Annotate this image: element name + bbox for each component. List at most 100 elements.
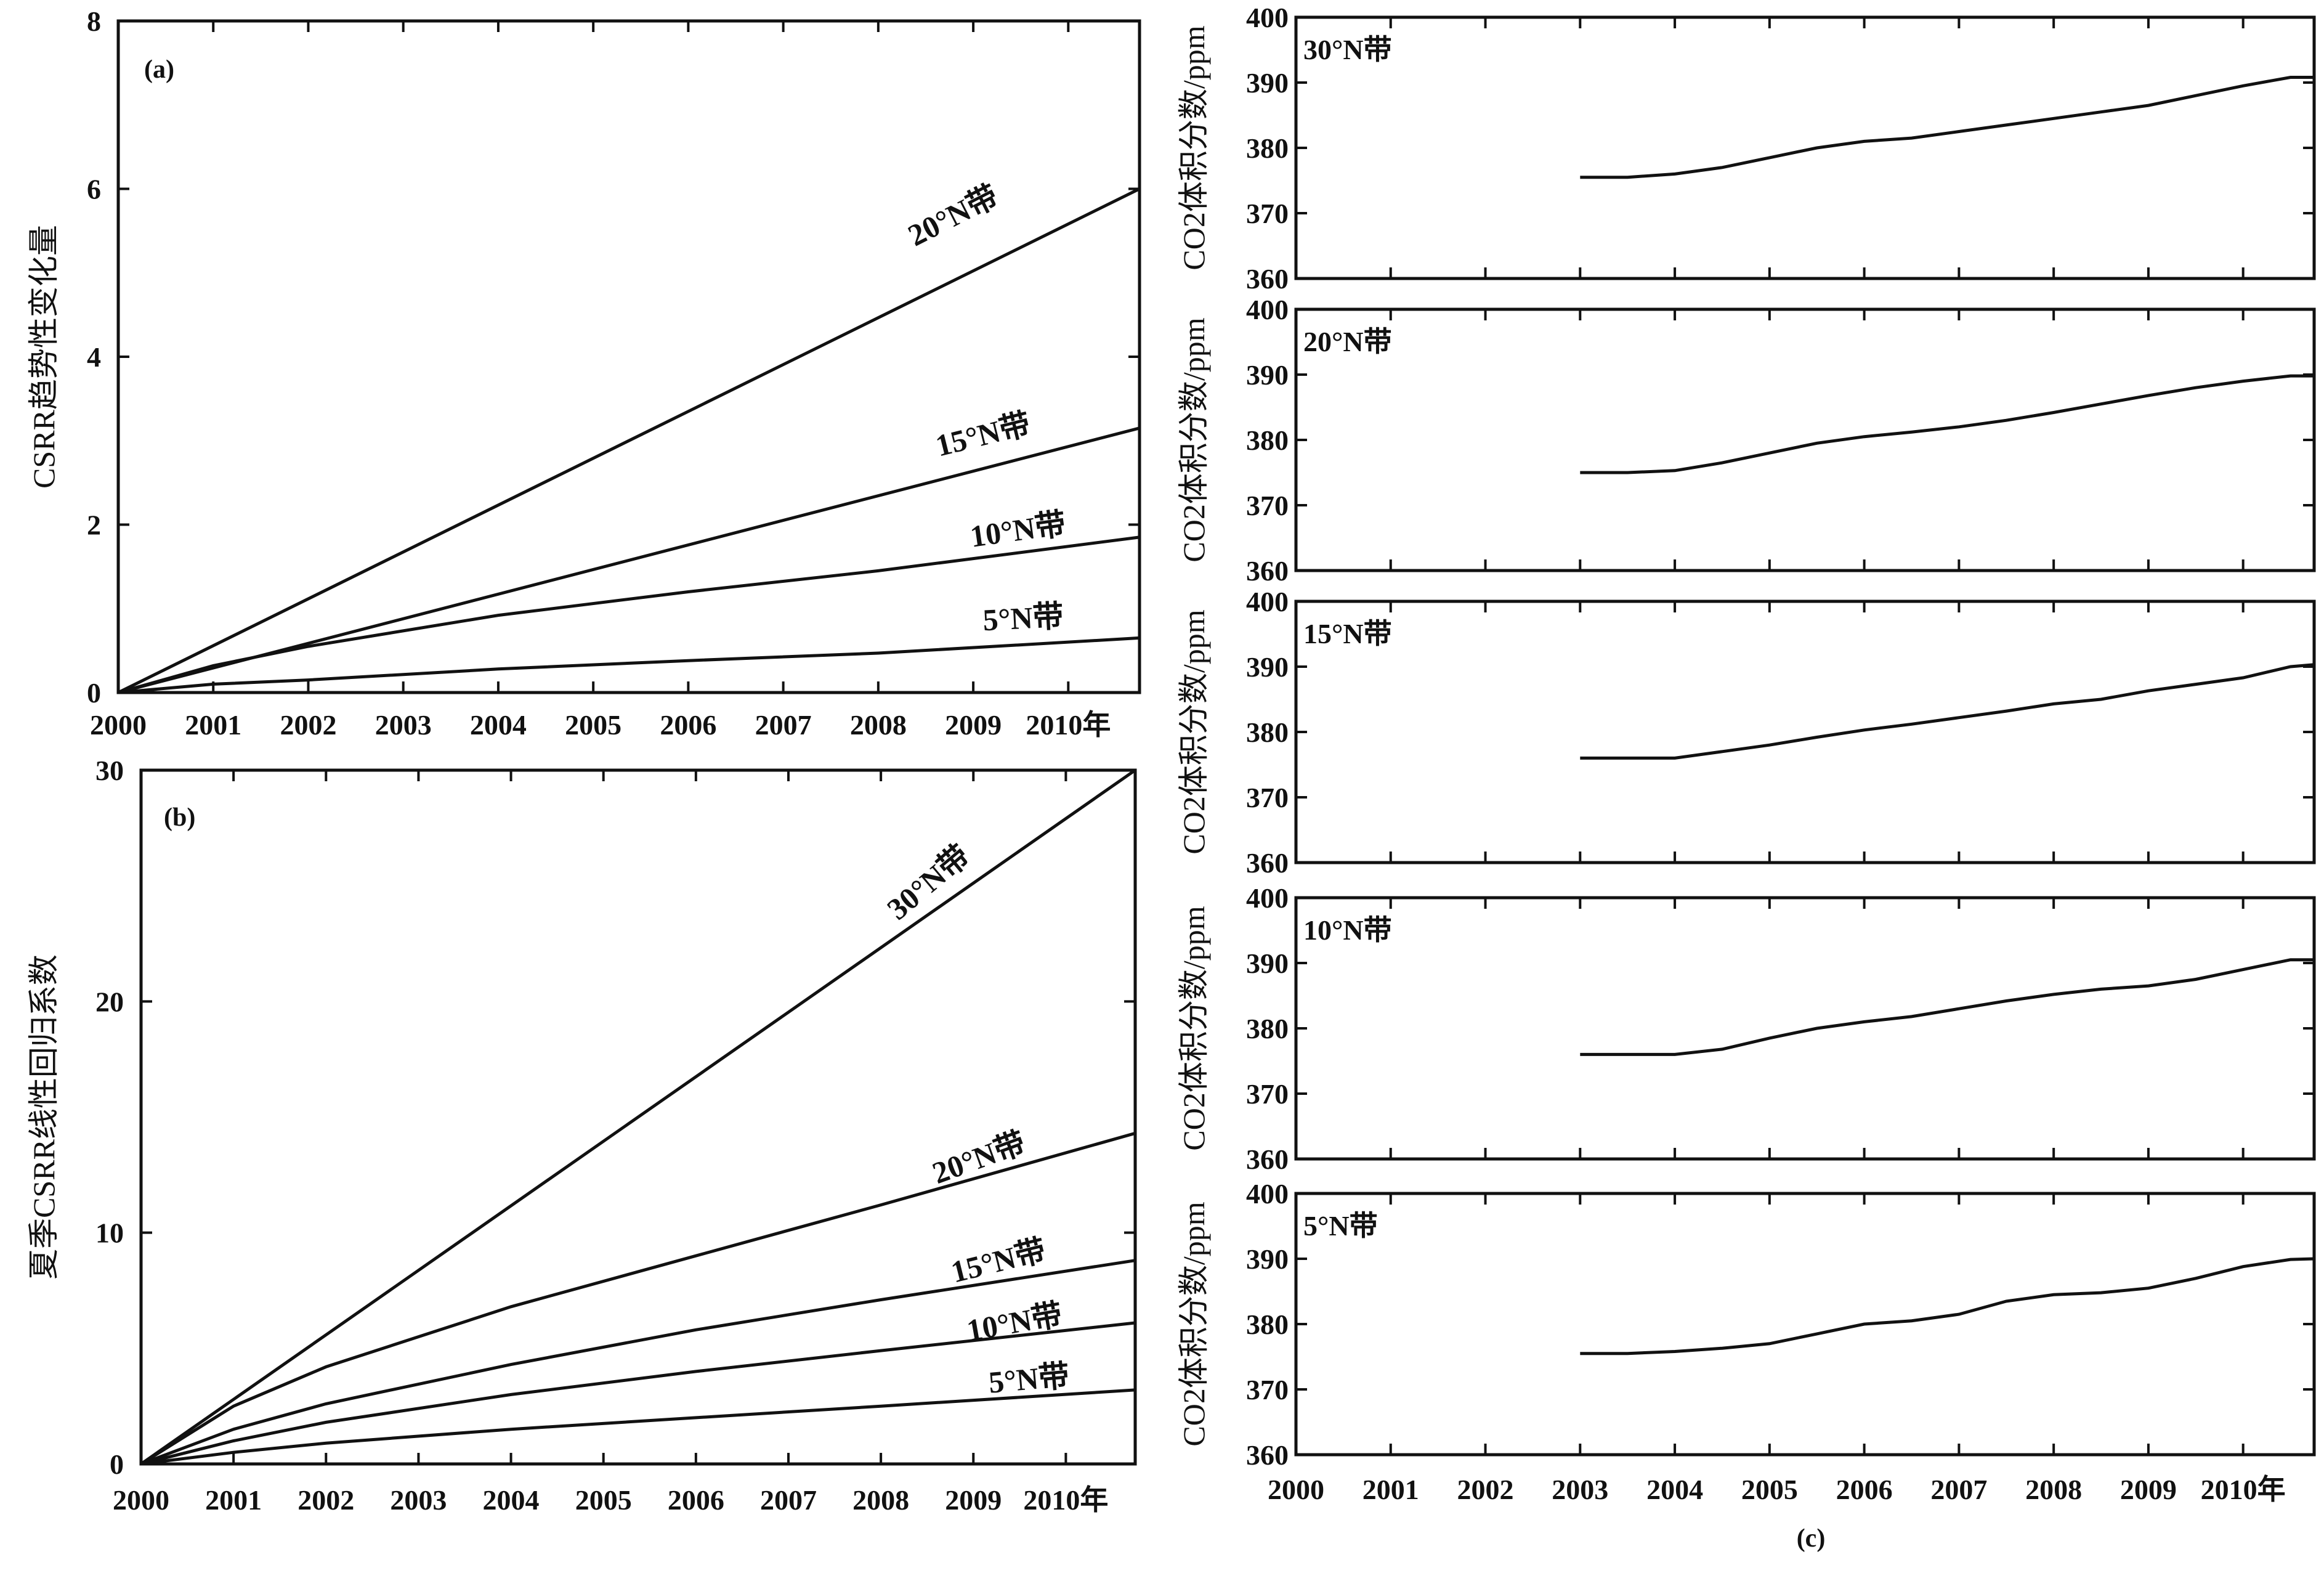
panel-b-line-4 [140, 1321, 1136, 1466]
panel-b-ylabel: 夏季CSRR线性回归系数 [26, 954, 61, 1280]
panel-a-line-2 [118, 426, 1140, 694]
panel-a-xtick-label: 2005 [565, 709, 621, 741]
panel-c-subplot-4: 360 370 380 390 400 10°N带 CO2体积分数/ppm [1176, 882, 2316, 1175]
panel-b-xtick-label: 2008 [852, 1484, 909, 1516]
panel-c-ylabel: CO2体积分数/ppm [1176, 1201, 1211, 1446]
panel-a-ytick-label: 2 [87, 510, 101, 541]
panel-b-xtick-label: 2005 [575, 1484, 632, 1516]
panel-a-xtick-label: 2001 [185, 709, 241, 741]
panel-b-frame [139, 768, 1137, 1466]
panel-c-xtick-label: 2004 [1646, 1474, 1703, 1505]
panel-c-ylabel: CO2体积分数/ppm [1176, 609, 1211, 854]
panel-a-id: (a) [144, 55, 174, 84]
panel-b-xtick-label: 2001 [205, 1484, 262, 1516]
panel-c-ylabel: CO2体积分数/ppm [1176, 317, 1211, 562]
panel-c-sub3-ytick-label: 390 [1246, 651, 1289, 683]
panel-c-subplots: 360 370 380 390 400 30°N带 CO2体积分数/ppm 360 370 380… [1176, 2, 2316, 1505]
panel-c-sub1-ytick-label: 360 [1246, 263, 1289, 295]
panel-c-sub4-ytick-label: 400 [1246, 882, 1289, 914]
panel-a-ticks: 0 2 4 6 8 2000 2001 2002 2003 2004 2005 2006 2007 200… [87, 6, 1140, 741]
panel-c-sub5-ytick-label: 360 [1246, 1439, 1289, 1471]
panel-c-subplot-label: 10°N带 [1303, 914, 1392, 946]
panel-b-line-5 [140, 1388, 1136, 1466]
panel-a-line-4 [118, 636, 1140, 694]
panel-c-sub5-ytick-label: 400 [1246, 1178, 1289, 1209]
panel-c-subplot-label: 30°N带 [1303, 34, 1392, 65]
panel-c-ylabel: CO2体积分数/ppm [1176, 906, 1211, 1150]
panel-b-xtick-label: 2010年 [1023, 1484, 1108, 1516]
panel-c-sub4-ytick-label: 370 [1246, 1078, 1289, 1110]
panel-b-xtick-label: 2000 [113, 1484, 169, 1516]
panel-a-xtick-label: 2010年 [1026, 709, 1111, 741]
panel-c-subplot-line [1580, 663, 2315, 760]
panel-b: (b) 夏季CSRR线性回归系数 0 10 20 30 2000 2001 2002 2003… [26, 755, 1137, 1516]
panel-c-ylabel: CO2体积分数/ppm [1176, 25, 1211, 270]
panel-c-xtick-label: 2006 [1836, 1474, 1893, 1505]
panel-c-sub4-ytick-label: 360 [1246, 1144, 1289, 1175]
panel-a-xtick-label: 2007 [755, 709, 812, 741]
panel-c-sub1-ytick-label: 400 [1246, 2, 1289, 33]
panel-c-id: (c) [1797, 1524, 1826, 1553]
panel-c-sub2-ytick-label: 370 [1246, 490, 1289, 521]
panel-c-sub2-ytick-label: 360 [1246, 555, 1289, 587]
panel-a-xtick-label: 2006 [660, 709, 716, 741]
panel-c-subplot-line [1580, 76, 2314, 179]
panel-c-subplot-line [1580, 374, 2314, 474]
panel-c-xtick-label: 2002 [1457, 1474, 1514, 1505]
panel-a-xtick-label: 2004 [470, 709, 527, 741]
panel-c-xtick-label: 2007 [1930, 1474, 1987, 1505]
panel-c-subplot-label: 5°N带 [1303, 1210, 1378, 1242]
panel-c-xtick-label: 2010年 [2201, 1474, 2286, 1505]
panel-c: 360 370 380 390 400 30°N带 CO2体积分数/ppm 360 370 380… [1176, 2, 2316, 1553]
panel-c-sub3-ytick-label: 370 [1246, 782, 1289, 813]
panel-b-ytick-label: 10 [95, 1217, 124, 1249]
panel-c-sub2-ytick-label: 390 [1246, 359, 1289, 391]
panel-c-subplot-2: 360 370 380 390 400 20°N带 CO2体积分数/ppm [1176, 294, 2316, 587]
panel-b-xtick-label: 2006 [668, 1484, 724, 1516]
panel-a-ytick-label: 0 [87, 677, 101, 709]
panel-a-xtick-label: 2003 [375, 709, 432, 741]
panel-c-subplot-1: 360 370 380 390 400 30°N带 CO2体积分数/ppm [1176, 2, 2316, 295]
panel-c-xtick-label: 2009 [2120, 1474, 2177, 1505]
panel-b-xtick-label: 2004 [483, 1484, 540, 1516]
panel-a-ytick-label: 8 [87, 6, 101, 37]
panel-a-ytick-label: 6 [87, 174, 101, 205]
panel-a-ylabel: CSRR趋势性变化量 [26, 225, 61, 489]
panel-c-sub5-ytick-label: 370 [1246, 1374, 1289, 1405]
panel-b-xtick-label: 2003 [390, 1484, 447, 1516]
panel-b-line-2 [140, 1131, 1136, 1466]
panel-b-ytick-label: 30 [95, 755, 124, 786]
panel-c-sub5-ytick-label: 390 [1246, 1243, 1289, 1275]
panel-c-subplot-5: 360 370 380 390 400 5°N带 CO2体积分数/ppm [1176, 1178, 2316, 1471]
panel-c-subplot-label: 15°N带 [1303, 618, 1392, 649]
panel-b-series-label: 5°N带 [987, 1358, 1071, 1399]
panel-c-sub2-ytick-label: 380 [1246, 425, 1289, 456]
panel-c-sub3-ytick-label: 380 [1246, 717, 1289, 748]
panel-b-ytick-label: 0 [110, 1449, 124, 1480]
panel-b-xtick-label: 2002 [298, 1484, 354, 1516]
panel-c-subplot-label: 20°N带 [1303, 326, 1392, 357]
panel-c-sub4-ytick-label: 390 [1246, 948, 1289, 979]
panel-b-ticks: 0 10 20 30 2000 2001 2002 2003 2004 2005 2006 2007 2… [95, 755, 1135, 1516]
panel-c-subplot-line [1580, 1257, 2315, 1356]
panel-c-sub3-ytick-label: 360 [1246, 847, 1289, 879]
panel-a-series-label: 5°N带 [982, 599, 1064, 638]
panel-c-xtick-label: 2001 [1362, 1474, 1419, 1505]
panel-c-sub3-ytick-label: 400 [1246, 586, 1289, 617]
panel-b-xtick-label: 2009 [945, 1484, 1002, 1516]
panel-c-sub1-ytick-label: 390 [1246, 67, 1289, 99]
panel-b-xtick-label: 2007 [760, 1484, 817, 1516]
panel-c-xtick-label: 2005 [1741, 1474, 1798, 1505]
panel-c-subplot-line [1580, 958, 2314, 1056]
panel-c-sub2-ytick-label: 400 [1246, 294, 1289, 325]
panel-c-sub1-ytick-label: 380 [1246, 132, 1289, 164]
panel-c-sub4-ytick-label: 380 [1246, 1013, 1289, 1044]
panel-c-sub1-ytick-label: 370 [1246, 198, 1289, 229]
panel-a-xtick-label: 2008 [850, 709, 907, 741]
panel-a-xtick-label: 2002 [280, 709, 336, 741]
panel-a-xtick-label: 2009 [945, 709, 1002, 741]
panel-a-line-1 [117, 187, 1141, 694]
panel-c-xtick-label: 2003 [1552, 1474, 1608, 1505]
